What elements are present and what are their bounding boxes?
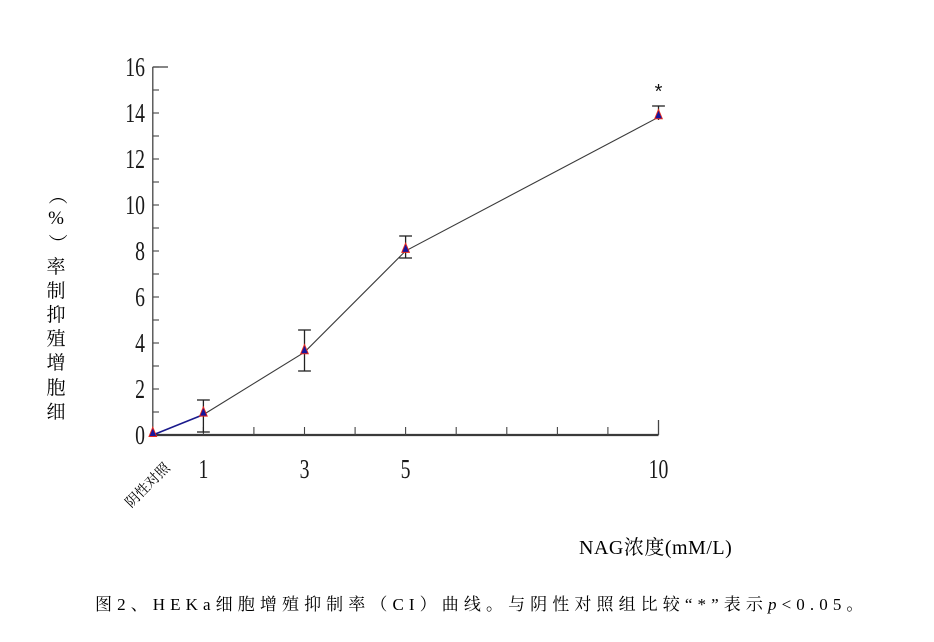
svg-text:16: 16 — [125, 53, 145, 83]
svg-text:10: 10 — [649, 455, 669, 485]
svg-text:8: 8 — [135, 237, 145, 267]
svg-text:0: 0 — [135, 421, 145, 451]
svg-text:*: * — [655, 81, 663, 103]
svg-text:6: 6 — [135, 283, 145, 313]
svg-text:3: 3 — [300, 455, 310, 485]
svg-text:1: 1 — [198, 455, 208, 485]
svg-text:12: 12 — [125, 145, 145, 175]
svg-text:14: 14 — [125, 99, 145, 129]
svg-text:10: 10 — [125, 191, 145, 221]
svg-text:2: 2 — [135, 375, 145, 405]
svg-text:4: 4 — [135, 329, 145, 359]
svg-text:5: 5 — [401, 455, 411, 485]
